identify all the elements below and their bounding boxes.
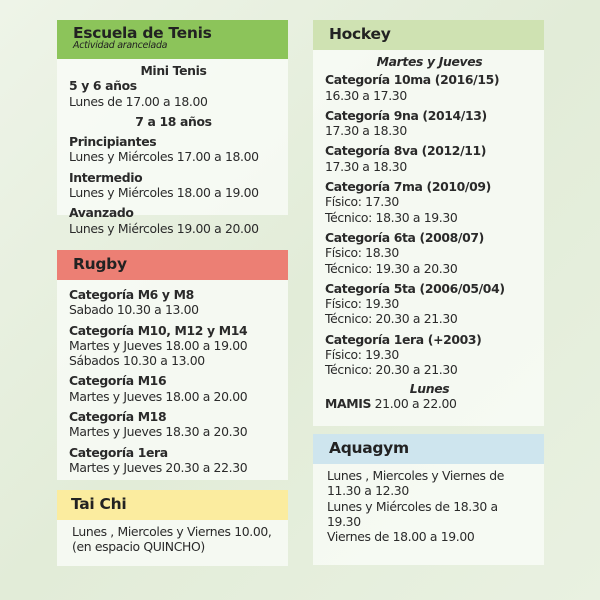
category-block: Categoría M16 Martes y Jueves 18.00 a 20.… <box>69 373 278 404</box>
category-block: Categoría 7ma (2010/09) Físico: 17.30 Técn… <box>325 179 534 225</box>
tenis-panel: Escuela de Tenis Actividad arancelada Mi… <box>57 20 288 236</box>
category: 5 y 6 años <box>69 78 137 94</box>
level-name: Principiantes <box>69 134 157 150</box>
schedule-line: Martes y Jueves 18.30 a 20.30 <box>69 424 248 440</box>
schedule-line: 17.30 a 18.30 <box>325 123 407 139</box>
category-name: Categoría 1era (+2003) <box>325 331 482 347</box>
schedule-line: Físico: 19.30 <box>325 296 399 312</box>
category-name: Categoría 8va (2012/11) <box>325 143 487 159</box>
schedule-line: Técnico: 18.30 a 19.30 <box>325 209 458 225</box>
category-block: Categoría 1era Martes y Jueves 20.30 a 22… <box>69 445 278 476</box>
category-block: Categoría M18 Martes y Jueves 18.30 a 20.… <box>69 409 278 440</box>
schedule-line: Técnico: 20.30 a 21.30 <box>325 311 458 327</box>
taichi-title: Tai Chi <box>57 490 288 520</box>
schedule-line: Físico: 17.30 <box>325 194 399 210</box>
category-name: Categoría M16 <box>69 373 167 389</box>
category-name: Categoría M6 y M8 <box>69 287 194 302</box>
schedule-line: Lunes , Miercoles y Viernes de <box>327 468 504 483</box>
schedule-line: 16.30 a 17.30 <box>325 87 407 103</box>
aquagym-panel: Aquagym Lunes , Miercoles y Viernes de 11… <box>313 434 544 565</box>
aquagym-title: Aquagym <box>313 434 544 464</box>
schedule-line: 17.30 a 18.30 <box>325 158 407 174</box>
group-title: Mini Tenis <box>140 63 207 78</box>
level-time: Lunes y Miércoles 17.00 a 18.00 <box>69 149 259 165</box>
hockey-panel: Hockey Martes y Jueves Categoría 10ma (2… <box>313 20 544 426</box>
level-block: Intermedio Lunes y Miércoles 18.00 a 19.0… <box>69 170 278 201</box>
group-title: 7 a 18 años <box>135 113 212 129</box>
schedule-line: Físico: 19.30 <box>325 347 399 363</box>
hockey-title: Hockey <box>313 20 544 50</box>
category-name: Categoría 1era <box>69 444 168 460</box>
category-name: Categoría 7ma (2010/09) <box>325 179 491 195</box>
tenis-header: Escuela de Tenis Actividad arancelada <box>57 20 288 59</box>
tenis-body: Mini Tenis 5 y 6 años Lunes de 17.00 a 1… <box>57 59 288 236</box>
level-time: Lunes y Miércoles 19.00 a 20.00 <box>69 220 259 236</box>
schedule-line: Viernes de 18.00 a 19.00 <box>327 529 475 545</box>
category-name: Categoría M10, M12 y M14 <box>69 322 248 338</box>
category-block: Categoría M10, M12 y M14 Martes y Jueves … <box>69 323 278 369</box>
hockey-body: Martes y Jueves Categoría 10ma (2016/15)… <box>313 50 544 426</box>
category-name: Categoría 5ta (2006/05/04) <box>325 280 505 296</box>
taichi-body: Lunes , Miercoles y Viernes 10.00, (en es… <box>57 520 288 566</box>
schedule-line: Técnico: 19.30 a 20.30 <box>325 260 458 276</box>
tenis-title: Escuela de Tenis <box>73 24 212 42</box>
schedule-line: 19.30 <box>327 513 361 529</box>
hockey-monday: Lunes <box>409 380 450 396</box>
aquagym-body: Lunes , Miercoles y Viernes de 11.30 a 12… <box>313 464 544 565</box>
rugby-title: Rugby <box>57 250 288 280</box>
category-block: Categoría 6ta (2008/07) Físico: 18.30 Técn… <box>325 230 534 276</box>
rugby-body: Categoría M6 y M8 Sabado 10.30 a 13.00 Cat… <box>57 280 288 480</box>
schedule: Lunes de 17.00 a 18.00 <box>69 93 208 109</box>
tenis-subtitle: Actividad arancelada <box>73 40 168 51</box>
category-name: Categoría 6ta (2008/07) <box>325 229 484 245</box>
schedule-line: Martes y Jueves 20.30 a 22.30 <box>69 459 248 475</box>
taichi-panel: Tai Chi Lunes , Miercoles y Viernes 10.0… <box>57 490 288 566</box>
schedule-line: 11.30 a 12.30 <box>327 483 409 499</box>
schedule-line: Martes y Jueves 18.00 a 20.00 <box>69 388 248 404</box>
category-block: Categoría 1era (+2003) Físico: 19.30 Técni… <box>325 332 534 378</box>
schedule-line: Sabado 10.30 a 13.00 <box>69 302 199 318</box>
category-block: Categoría 8va (2012/11) 17.30 a 18.30 <box>325 143 534 174</box>
category-name: Categoría M18 <box>69 409 167 425</box>
schedule-line: Lunes , Miercoles y Viernes 10.00, <box>72 524 272 539</box>
category-block: Categoría M6 y M8 Sabado 10.30 a 13.00 <box>69 287 278 318</box>
level-name: Avanzado <box>69 205 134 221</box>
level-block: Principiantes Lunes y Miércoles 17.00 a 1… <box>69 134 278 165</box>
category-block: Categoría 9na (2014/13) 17.30 a 18.30 <box>325 108 534 139</box>
schedule-line: Físico: 18.30 <box>325 245 399 261</box>
hockey-days: Martes y Jueves <box>376 54 483 69</box>
level-name: Intermedio <box>69 169 143 185</box>
level-block: Avanzado Lunes y Miércoles 19.00 a 20.00 <box>69 205 278 236</box>
category-name: Categoría 10ma (2016/15) <box>325 72 500 88</box>
schedule-line: Martes y Jueves 18.00 a 19.00 <box>69 337 248 353</box>
schedule-line: Sábados 10.30 a 13.00 <box>69 353 205 369</box>
schedule-line: Lunes y Miércoles de 18.30 a <box>327 498 498 514</box>
level-time: Lunes y Miércoles 18.00 a 19.00 <box>69 185 259 201</box>
schedule-line: Técnico: 20.30 a 21.30 <box>325 362 458 378</box>
rugby-panel: Rugby Categoría M6 y M8 Sabado 10.30 a 13… <box>57 250 288 480</box>
category-name: Categoría 9na (2014/13) <box>325 107 487 123</box>
category-block: Categoría 10ma (2016/15) 16.30 a 17.30 <box>325 72 534 103</box>
schedule-line: (en espacio QUINCHO) <box>72 539 205 555</box>
category-block: Categoría 5ta (2006/05/04) Físico: 19.30 T… <box>325 281 534 327</box>
mamis-label: MAMIS <box>325 395 372 411</box>
mamis-time: 21.00 a 22.00 <box>374 395 457 411</box>
